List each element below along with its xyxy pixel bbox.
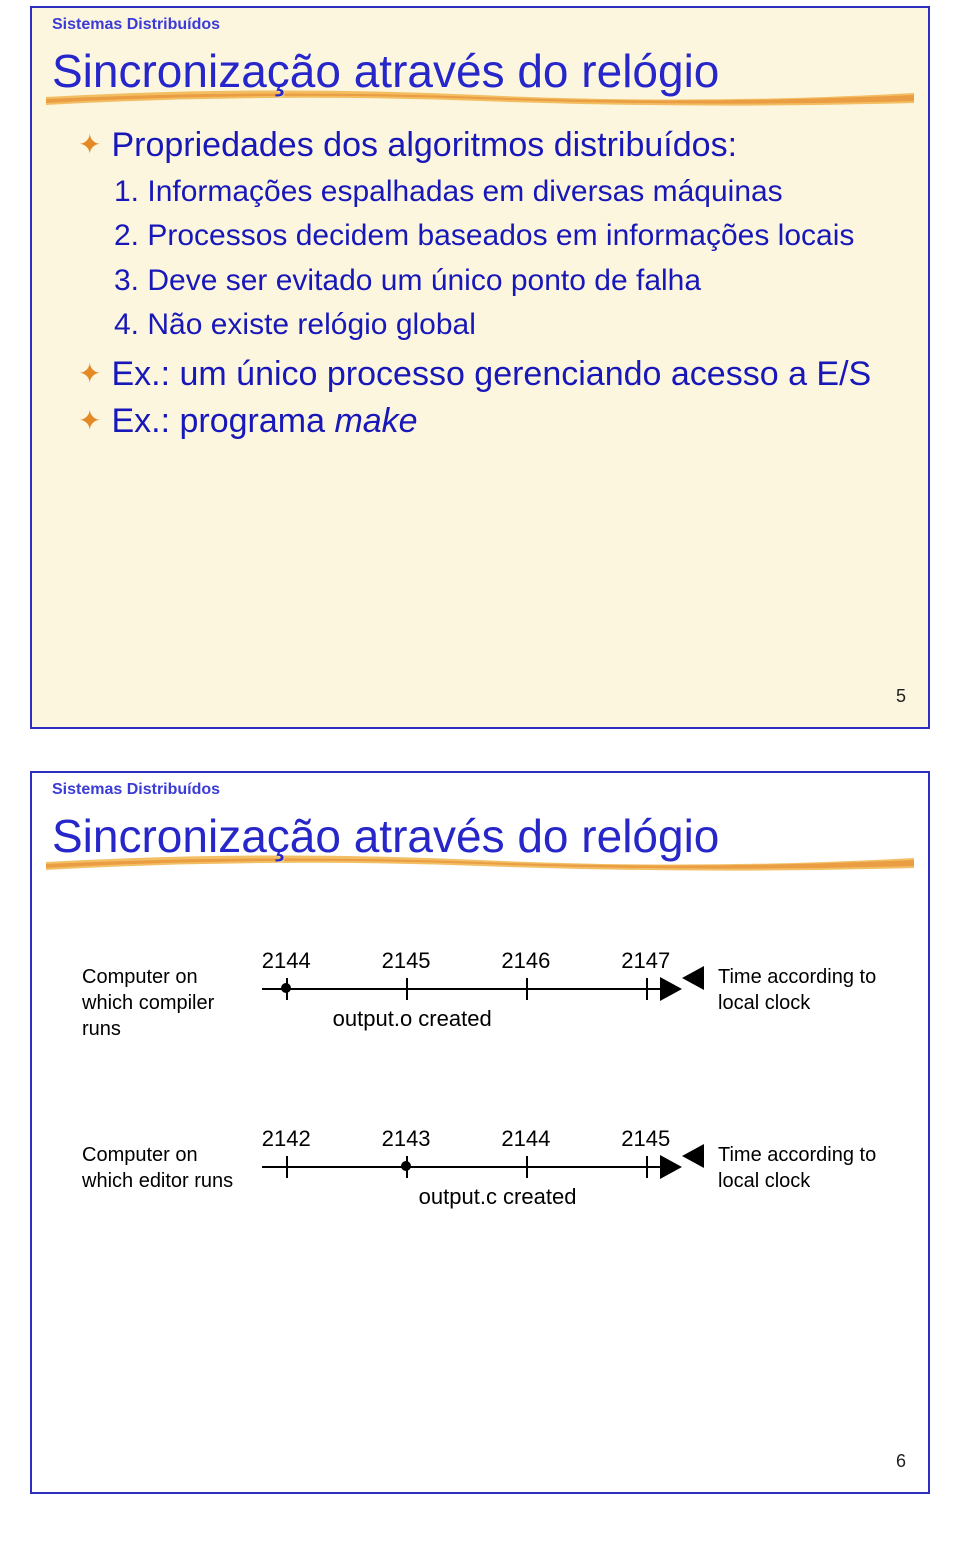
axis-tick — [646, 1156, 648, 1178]
timeline-axis: 2144 2145 2146 2147 output.o created — [252, 944, 680, 1034]
tick-label: 2142 — [262, 1126, 311, 1152]
timeline-right-label: Time according to local clock — [718, 964, 878, 1016]
arrow-right-icon — [660, 977, 682, 1001]
timeline-axis: 2142 2143 2144 2145 output.c created — [252, 1122, 680, 1212]
axis-tick — [526, 1156, 528, 1178]
axis-tick — [526, 978, 528, 1000]
bullet-text: Ex.: programa make — [111, 401, 417, 442]
ex2-italic: make — [334, 402, 417, 440]
bullet-ex1: ✦ Ex.: um único processo gerenciando ace… — [78, 354, 898, 395]
right-label-group: Time according to local clock — [680, 944, 878, 1016]
timeline-row: Computer on which compiler runs214421452… — [82, 944, 878, 1042]
slide-content: ✦ Propriedades dos algoritmos distribuíd… — [52, 125, 908, 441]
timeline-row: Computer on which editor runs21422143214… — [82, 1122, 878, 1212]
right-label-group: Time according to local clock — [680, 1122, 878, 1194]
slide-title: Sincronização através do relógio — [52, 44, 908, 99]
arrow-right-icon — [660, 1155, 682, 1179]
arrow-left-holder — [680, 944, 704, 1014]
arrow-left-holder — [680, 1122, 704, 1192]
timeline-right-label: Time according to local clock — [718, 1142, 878, 1194]
created-label: output.o created — [333, 1006, 492, 1032]
page-number: 6 — [896, 1451, 906, 1472]
created-label: output.c created — [419, 1184, 577, 1210]
tick-label: 2144 — [501, 1126, 550, 1152]
slide-5: Sistemas Distribuídos Sincronização atra… — [30, 6, 930, 729]
axis-line — [262, 1166, 670, 1168]
tick-label: 2147 — [621, 948, 670, 974]
tick-label: 2143 — [382, 1126, 431, 1152]
slide-header: Sistemas Distribuídos — [52, 16, 908, 34]
tick-label: 2145 — [621, 1126, 670, 1152]
slide-header: Sistemas Distribuídos — [52, 781, 908, 799]
event-dot — [281, 983, 291, 993]
bullet-text: Ex.: um único processo gerenciando acess… — [111, 354, 871, 395]
axis-line — [262, 988, 670, 990]
title-wrap: Sincronização através do relógio — [52, 44, 908, 99]
slide-6: Sistemas Distribuídos Sincronização atra… — [30, 771, 930, 1494]
list-item: 3. Deve ser evitado um único ponto de fa… — [114, 261, 898, 302]
event-dot — [401, 1161, 411, 1171]
bullet-intro: ✦ Propriedades dos algoritmos distribuíd… — [78, 125, 898, 166]
list-item: 4. Não existe relógio global — [114, 305, 898, 346]
bullet-icon: ✦ — [78, 407, 101, 435]
bullet-ex2: ✦ Ex.: programa make — [78, 401, 898, 442]
arrow-left-icon — [682, 966, 704, 990]
list-item: 2. Processos decidem baseados em informa… — [114, 216, 898, 257]
axis-tick — [286, 1156, 288, 1178]
page-number: 5 — [896, 686, 906, 707]
ex2-prefix: Ex.: programa — [111, 402, 334, 440]
slide-title: Sincronização através do relógio — [52, 809, 908, 864]
axis-tick — [646, 978, 648, 1000]
arrow-left-icon — [682, 1144, 704, 1168]
title-wrap: Sincronização através do relógio — [52, 809, 908, 864]
timeline-left-label: Computer on which compiler runs — [82, 964, 252, 1042]
bullet-icon: ✦ — [78, 360, 101, 388]
list-item: 1. Informações espalhadas em diversas má… — [114, 172, 898, 213]
bullet-icon: ✦ — [78, 131, 101, 159]
timeline-diagram: Computer on which compiler runs214421452… — [52, 944, 908, 1212]
tick-label: 2145 — [382, 948, 431, 974]
timeline-left-label: Computer on which editor runs — [82, 1142, 252, 1194]
tick-label: 2146 — [501, 948, 550, 974]
bullet-text: Propriedades dos algoritmos distribuídos… — [111, 125, 737, 166]
tick-label: 2144 — [262, 948, 311, 974]
axis-tick — [406, 978, 408, 1000]
